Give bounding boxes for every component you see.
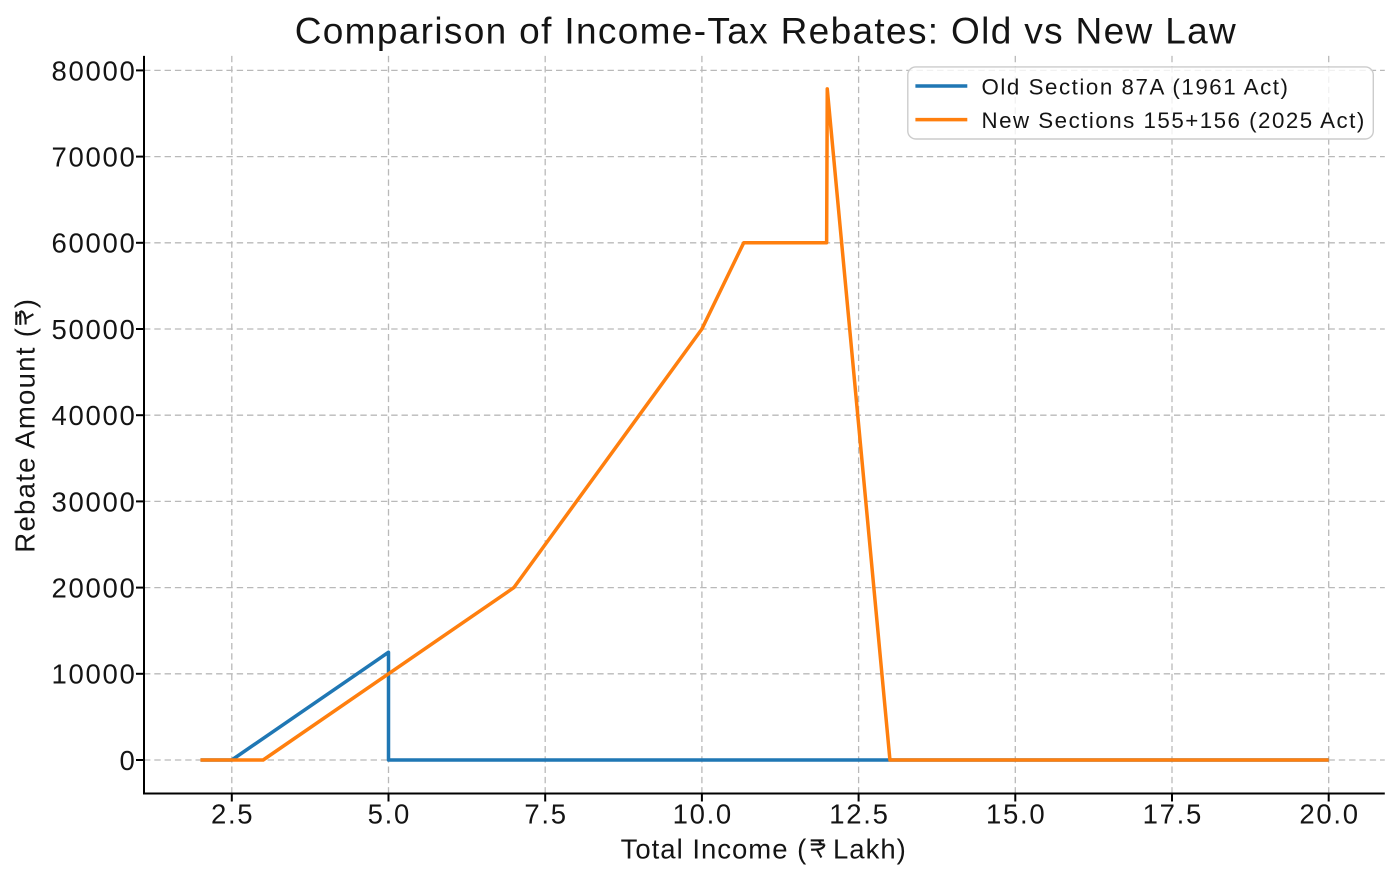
svg-text:15.0: 15.0 [986,799,1046,830]
svg-text:New Sections 155+156 (2025 Act: New Sections 155+156 (2025 Act) [982,108,1366,133]
svg-text:0: 0 [120,745,137,776]
svg-text:Old Section 87A (1961 Act): Old Section 87A (1961 Act) [982,74,1290,99]
svg-text:Total Income (: Total Income ( [621,834,808,865]
svg-text:2.5: 2.5 [211,799,254,830]
svg-text:70000: 70000 [52,142,137,173]
svg-text:20000: 20000 [52,573,137,604]
svg-text:50000: 50000 [52,314,137,345]
svg-text:Lakh): Lakh) [833,834,907,865]
svg-text:20.0: 20.0 [1299,799,1359,830]
svg-text:10.0: 10.0 [673,799,733,830]
svg-text:40000: 40000 [52,400,137,431]
svg-text:Comparison of Income-Tax Rebat: Comparison of Income-Tax Rebates: Old vs… [295,11,1237,52]
svg-text:17.5: 17.5 [1143,799,1203,830]
svg-text:): ) [10,298,41,308]
svg-text:60000: 60000 [52,228,137,259]
svg-text:30000: 30000 [52,486,137,517]
svg-text:5.0: 5.0 [368,799,411,830]
svg-text:7.5: 7.5 [524,799,567,830]
svg-text:Rebate Amount (: Rebate Amount ( [10,327,41,553]
svg-text:10000: 10000 [52,659,137,690]
svg-text:80000: 80000 [52,55,137,86]
svg-text:12.5: 12.5 [829,799,889,830]
